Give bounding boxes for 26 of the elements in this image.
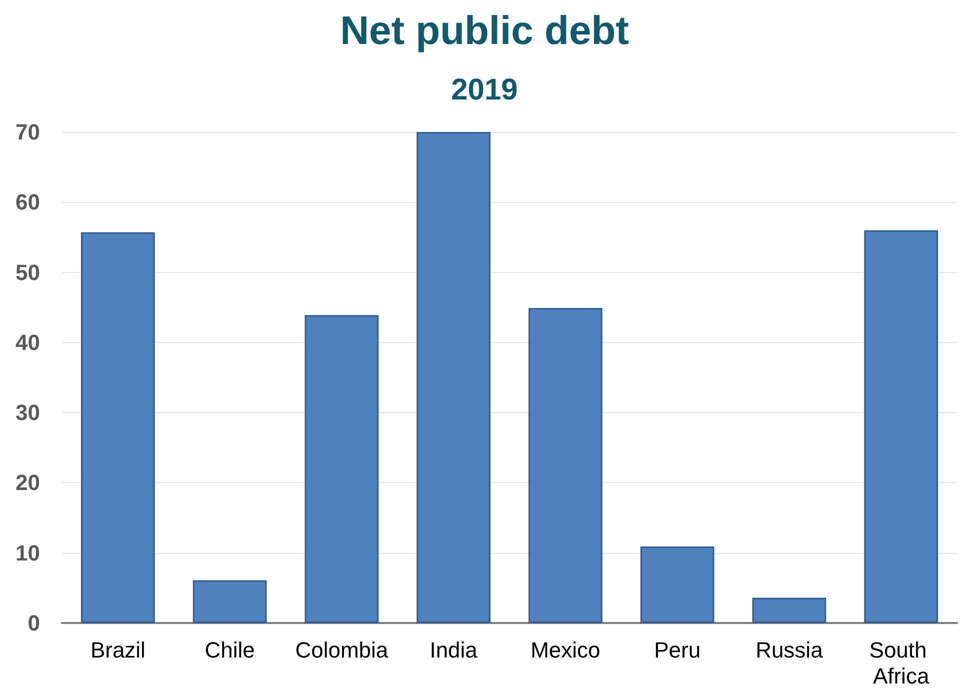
y-tick-label: 0 [28, 610, 40, 636]
y-tick-label: 70 [16, 120, 40, 144]
bar [192, 580, 267, 623]
x-tick-label: Brazil [90, 638, 146, 662]
chart-subtitle: 2019 [451, 74, 518, 106]
y-tick-label: 10 [16, 540, 40, 566]
bar [752, 598, 826, 623]
x-tick-label: Russia [756, 638, 824, 662]
x-tick-label: Chile [204, 638, 255, 662]
y-tick-label: 20 [16, 470, 40, 496]
y-tick-label: 30 [16, 400, 40, 426]
bar [81, 232, 155, 623]
y-tick-label: 40 [16, 330, 40, 355]
x-tick-label: India [430, 638, 478, 662]
y-tick-label: 60 [16, 190, 40, 215]
bar [640, 546, 714, 623]
bar [416, 132, 490, 623]
x-tick-label: Mexico [530, 638, 600, 662]
bar [528, 308, 602, 623]
bar [864, 230, 938, 623]
bar [304, 315, 379, 623]
y-tick-label: 50 [16, 260, 40, 285]
chart-title: Net public debt [340, 9, 629, 53]
x-tick-label: Peru [654, 638, 701, 662]
x-tick-label: South Africa [869, 638, 933, 688]
x-tick-label: Colombia [295, 638, 389, 662]
